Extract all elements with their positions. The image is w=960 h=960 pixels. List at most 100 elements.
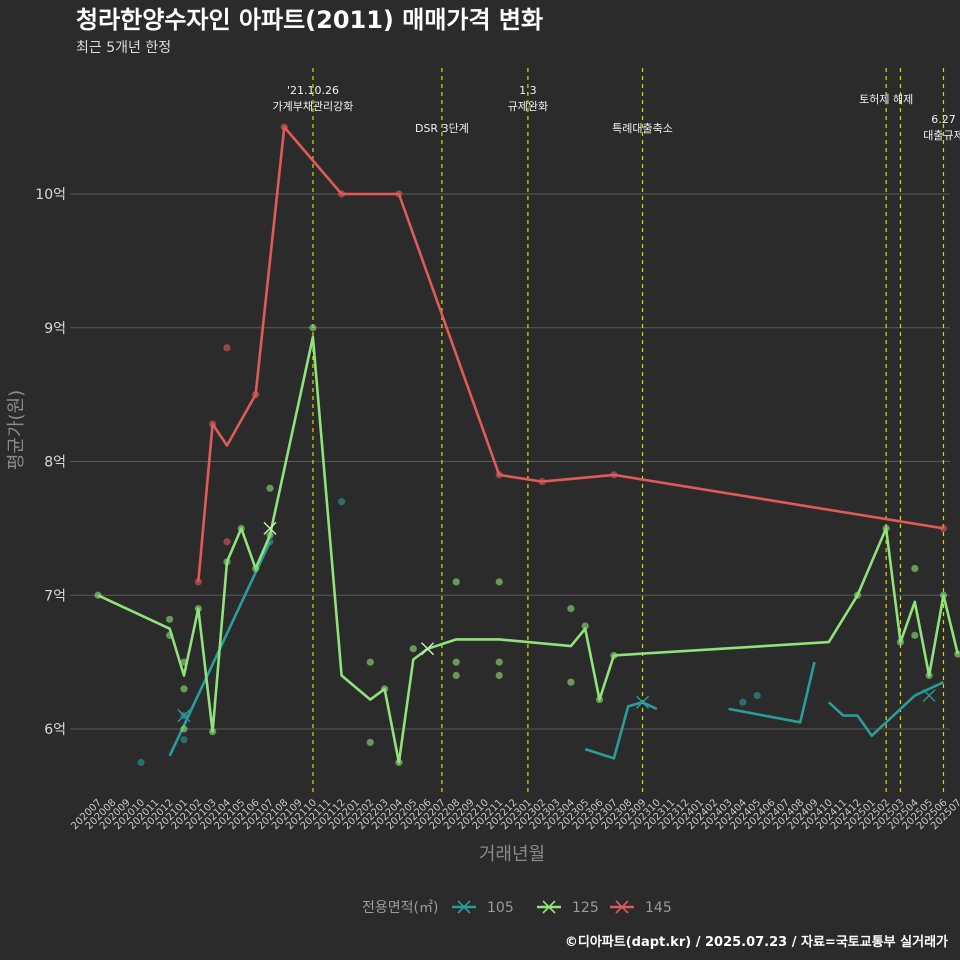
data-point-125 <box>954 650 960 658</box>
data-point-125 <box>911 564 919 573</box>
event-annotation: 대출규제 <box>923 129 960 142</box>
event-annotation: 특례대출축소 <box>612 122 673 135</box>
data-point-125 <box>853 591 862 599</box>
data-point-125 <box>309 324 317 332</box>
y-axis-title: 평균가(원) <box>6 390 27 470</box>
data-point-145 <box>610 471 618 479</box>
data-point-105 <box>739 698 747 706</box>
data-point-125 <box>925 671 933 680</box>
y-tick-label: 9억 <box>44 321 66 337</box>
data-point-125 <box>452 671 460 680</box>
data-point-145 <box>194 578 202 586</box>
event-annotation: DSR 3단계 <box>415 122 469 135</box>
chart-title: 청라한양수자인 아파트(2011) 매매가격 변화 <box>76 6 543 34</box>
data-point-125 <box>495 578 503 586</box>
data-point-125 <box>882 524 890 532</box>
data-point-125 <box>567 678 575 686</box>
data-point-145 <box>338 190 346 198</box>
y-axis-ticks: 6억 7억 8억 9억 10억 <box>35 187 66 738</box>
data-point-145 <box>280 123 288 131</box>
data-point-125 <box>409 645 417 653</box>
series-line-105 <box>827 681 945 737</box>
data-point-125 <box>180 658 188 666</box>
x-axis-title: 거래년월 <box>479 844 545 865</box>
data-point-105 <box>753 691 761 700</box>
event-annotation: 토허제 해제 <box>859 92 913 106</box>
data-point-125 <box>209 728 217 736</box>
legend-label-145: 145 <box>645 900 672 916</box>
x-marker-105 <box>636 695 650 709</box>
legend-label-105: 105 <box>487 900 514 916</box>
data-point-125 <box>495 671 503 680</box>
series-145 <box>194 123 948 586</box>
series-line-105 <box>728 661 816 724</box>
legend-label-125: 125 <box>572 900 599 916</box>
data-point-125 <box>180 685 188 693</box>
data-point-125 <box>266 531 274 539</box>
data-point-125 <box>194 605 202 613</box>
data-point-125 <box>180 725 188 733</box>
x-axis-ticks: 2020072020082020092020102020112020122021… <box>69 797 960 832</box>
series-line-125 <box>97 335 960 764</box>
chart-subtitle: 최근 5개년 한정 <box>76 40 171 56</box>
data-point-145 <box>495 471 503 479</box>
data-point-145 <box>223 538 231 546</box>
data-point-105 <box>338 498 346 506</box>
series-line-105 <box>584 701 658 760</box>
legend-marker-145 <box>615 900 629 914</box>
data-point-125 <box>939 591 948 599</box>
data-point-125 <box>94 591 102 599</box>
data-point-125 <box>366 658 374 666</box>
event-annotation: '21.10.26 <box>287 84 339 97</box>
data-point-125 <box>366 738 374 746</box>
chart-caption: ©디아파트(dapt.kr) / 2025.07.23 / 자료=국토교통부 실… <box>565 934 948 950</box>
series-group <box>94 123 960 767</box>
data-point-125 <box>581 622 589 630</box>
data-point-105 <box>137 758 145 767</box>
data-point-145 <box>939 524 948 532</box>
data-point-145 <box>252 391 260 399</box>
series-125 <box>94 324 960 767</box>
legend-marker-125 <box>542 900 556 914</box>
y-tick-label: 6억 <box>44 722 66 738</box>
data-point-125 <box>495 658 503 666</box>
data-point-125 <box>381 685 389 693</box>
data-point-125 <box>896 638 905 646</box>
data-point-145 <box>395 190 403 198</box>
legend-title: 전용면적(㎡) <box>362 900 438 916</box>
event-lines <box>312 68 945 795</box>
data-point-125 <box>452 578 460 586</box>
data-point-125 <box>166 615 174 623</box>
data-point-125 <box>252 564 260 573</box>
data-point-125 <box>911 631 919 639</box>
x-marker-105 <box>177 709 191 723</box>
data-point-125 <box>395 758 403 767</box>
event-annotation: 가계부채관리강화 <box>272 100 353 113</box>
event-annotation: 6.27 <box>931 113 956 126</box>
event-annotation: 규제완화 <box>508 100 548 113</box>
data-point-125 <box>266 484 274 492</box>
x-marker-125 <box>263 521 277 535</box>
data-point-125 <box>223 558 231 566</box>
data-point-125 <box>610 651 618 660</box>
data-point-145 <box>209 420 217 428</box>
y-tick-label: 7억 <box>44 588 66 604</box>
data-point-125 <box>567 605 575 613</box>
data-point-145 <box>538 477 546 486</box>
legend: 전용면적(㎡) 105 125 145 <box>362 900 672 916</box>
y-tick-label: 10억 <box>35 187 66 203</box>
event-annotation: 1.3 <box>519 84 537 97</box>
gridlines <box>70 193 950 730</box>
data-point-125 <box>595 695 604 704</box>
data-point-145 <box>223 344 231 352</box>
legend-marker-105 <box>457 900 471 914</box>
x-marker-105 <box>922 689 936 703</box>
data-point-105 <box>180 736 188 744</box>
data-point-125 <box>166 631 174 639</box>
data-point-125 <box>452 658 460 666</box>
data-point-125 <box>237 524 245 532</box>
y-tick-label: 8억 <box>44 455 66 471</box>
